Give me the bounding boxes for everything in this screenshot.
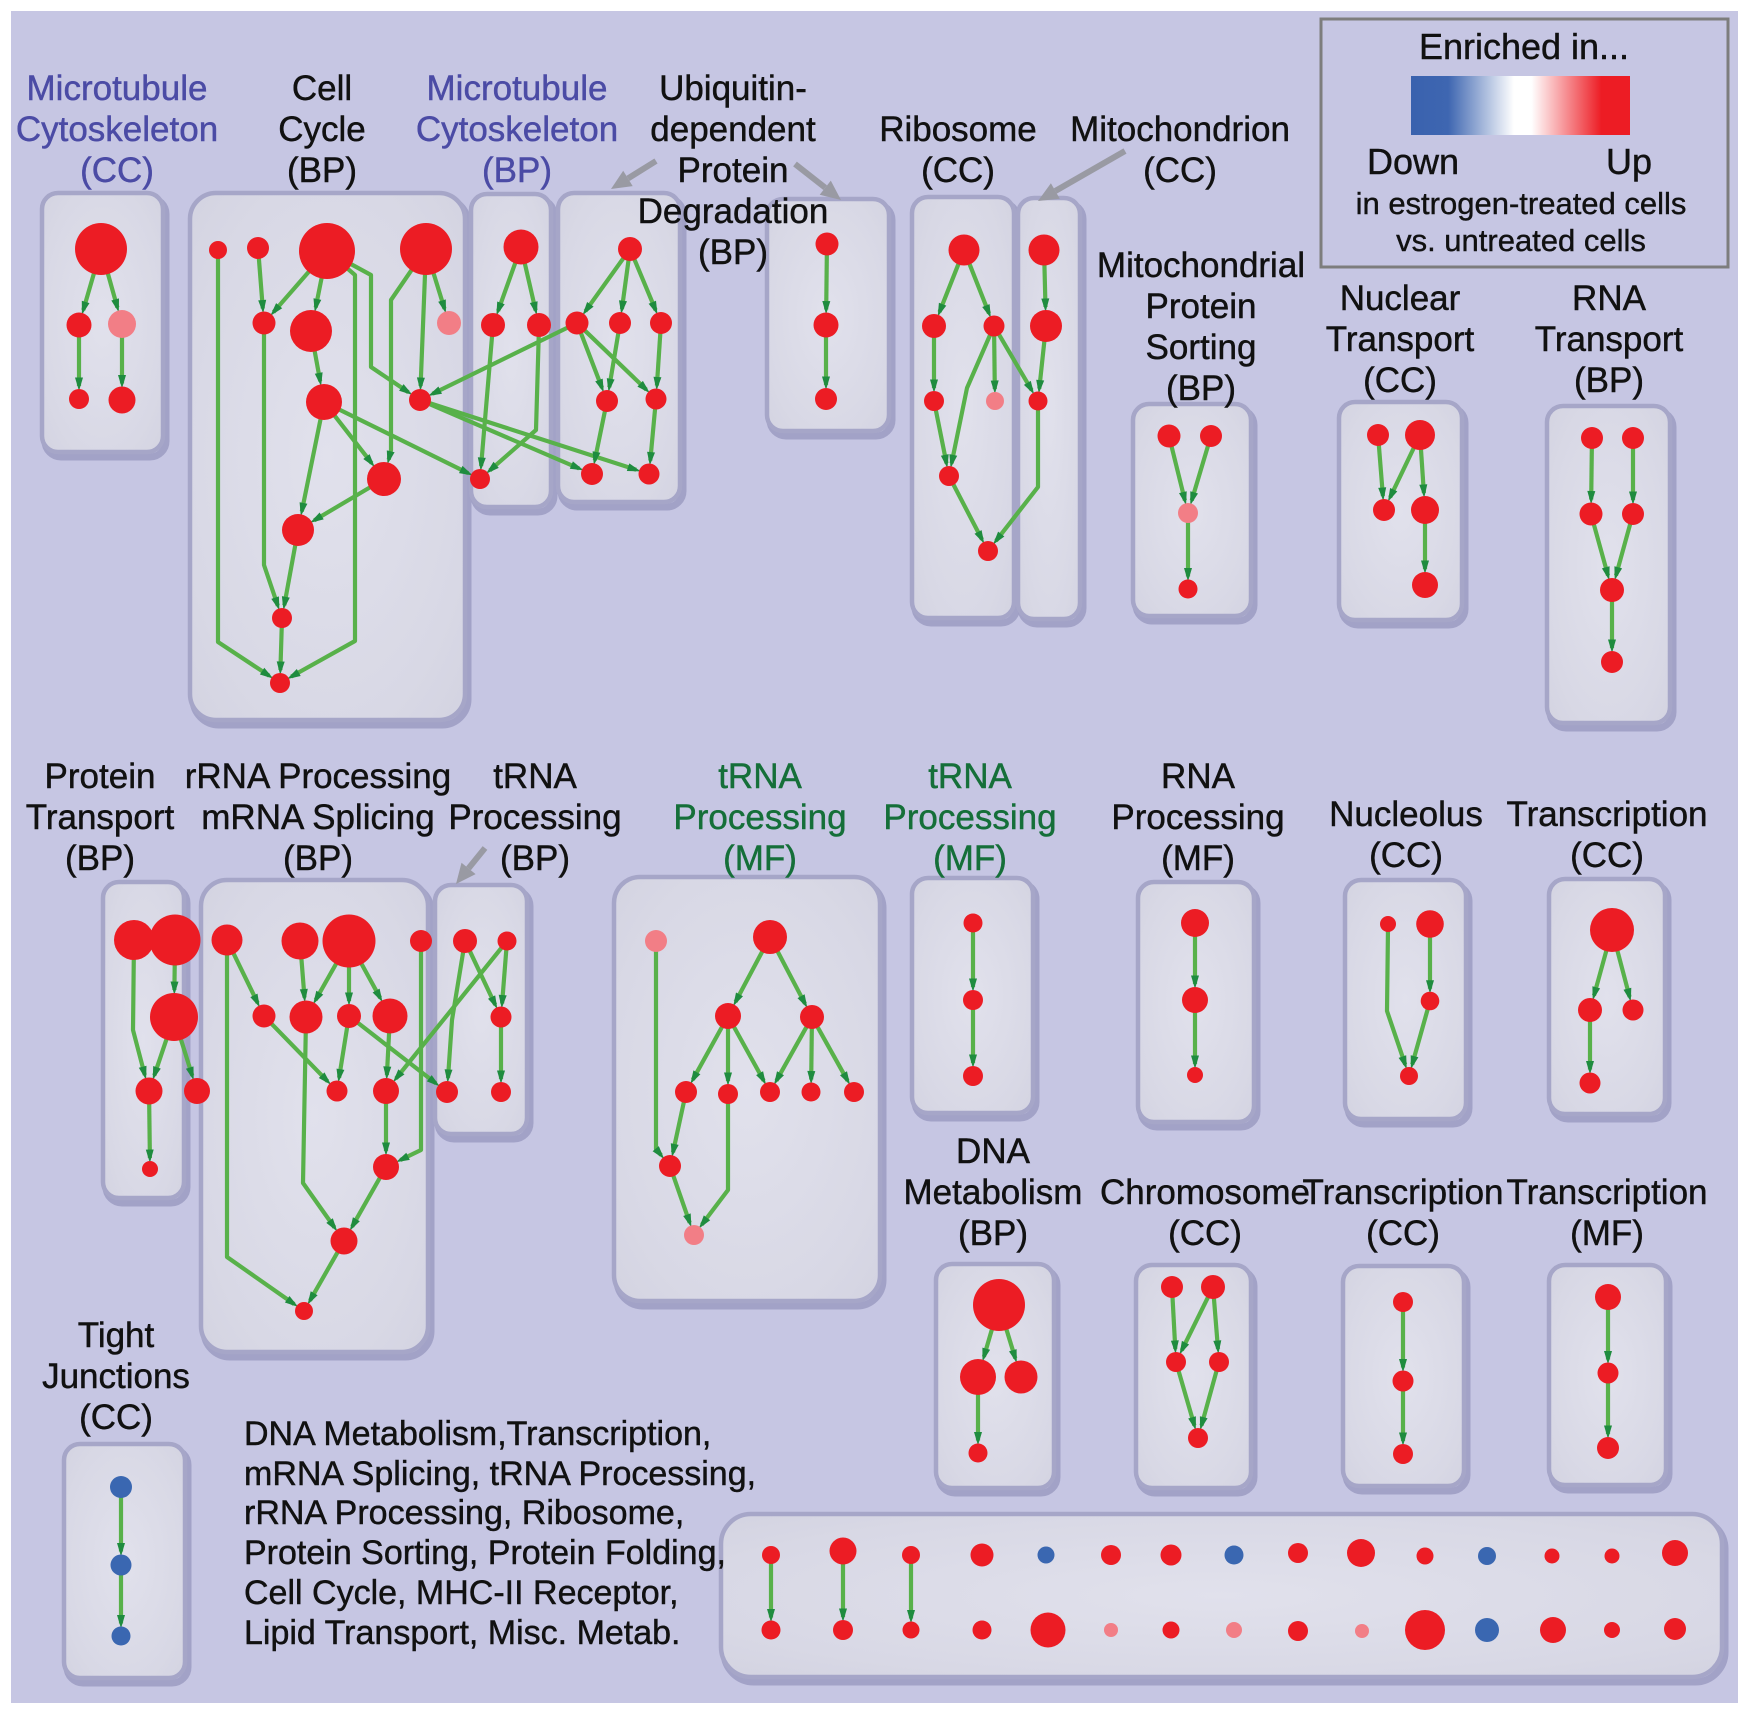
svg-text:Protein: Protein — [1146, 287, 1257, 326]
svg-text:Nucleolus: Nucleolus — [1329, 795, 1483, 834]
svg-text:Processing: Processing — [448, 798, 621, 837]
svg-text:Cycle: Cycle — [278, 110, 366, 149]
svg-text:Nuclear: Nuclear — [1340, 279, 1461, 318]
svg-text:Microtubule: Microtubule — [427, 69, 608, 108]
svg-text:Chromosome: Chromosome — [1100, 1173, 1310, 1212]
svg-text:mRNA Splicing, tRNA Processing: mRNA Splicing, tRNA Processing, — [244, 1455, 756, 1493]
svg-text:(BP): (BP) — [65, 839, 135, 878]
svg-text:(CC): (CC) — [1363, 361, 1437, 400]
svg-text:Cytoskeleton: Cytoskeleton — [416, 110, 618, 149]
svg-text:(CC): (CC) — [1570, 836, 1644, 875]
svg-text:mRNA Splicing: mRNA Splicing — [201, 798, 434, 837]
svg-text:Sorting: Sorting — [1146, 328, 1257, 367]
svg-text:Transcription: Transcription — [1303, 1173, 1504, 1212]
svg-text:(MF): (MF) — [1570, 1214, 1644, 1253]
svg-text:Cytoskeleton: Cytoskeleton — [16, 110, 218, 149]
svg-text:dependent: dependent — [650, 110, 816, 149]
svg-text:Junctions: Junctions — [42, 1357, 190, 1396]
svg-text:in estrogen-treated cells: in estrogen-treated cells — [1356, 186, 1687, 221]
svg-text:Processing: Processing — [883, 798, 1056, 837]
svg-text:Microtubule: Microtubule — [27, 69, 208, 108]
svg-text:Transport: Transport — [26, 798, 175, 837]
svg-text:Processing: Processing — [673, 798, 846, 837]
svg-text:Transcription: Transcription — [1507, 1173, 1708, 1212]
svg-text:Protein: Protein — [45, 757, 156, 796]
svg-text:Metabolism: Metabolism — [904, 1173, 1083, 1212]
svg-text:Enriched in...: Enriched in... — [1419, 26, 1629, 67]
svg-text:Mitochondrial: Mitochondrial — [1097, 246, 1305, 285]
svg-text:(BP): (BP) — [287, 151, 357, 190]
svg-text:(CC): (CC) — [1369, 836, 1443, 875]
svg-text:(CC): (CC) — [1366, 1214, 1440, 1253]
svg-text:Degradation: Degradation — [638, 192, 829, 231]
svg-text:Transport: Transport — [1535, 320, 1684, 359]
svg-text:Protein: Protein — [678, 151, 789, 190]
svg-text:Ribosome: Ribosome — [879, 110, 1037, 149]
svg-text:(MF): (MF) — [1161, 839, 1235, 878]
svg-text:(MF): (MF) — [723, 839, 797, 878]
svg-text:Ubiquitin-: Ubiquitin- — [659, 69, 807, 108]
svg-text:(CC): (CC) — [1168, 1214, 1242, 1253]
svg-text:(BP): (BP) — [482, 151, 552, 190]
svg-text:(CC): (CC) — [1143, 151, 1217, 190]
svg-text:Tight: Tight — [78, 1316, 155, 1355]
svg-text:Cell: Cell — [292, 69, 352, 108]
svg-text:rRNA Processing, Ribosome,: rRNA Processing, Ribosome, — [244, 1494, 684, 1532]
svg-text:Mitochondrion: Mitochondrion — [1070, 110, 1290, 149]
svg-text:rRNA Processing: rRNA Processing — [185, 757, 451, 796]
svg-text:Cell Cycle, MHC-II Receptor,: Cell Cycle, MHC-II Receptor, — [244, 1574, 679, 1612]
svg-text:RNA: RNA — [1161, 757, 1236, 796]
svg-text:Lipid Transport, Misc. Metab.: Lipid Transport, Misc. Metab. — [244, 1614, 681, 1652]
svg-text:Down: Down — [1367, 141, 1459, 182]
svg-text:(BP): (BP) — [283, 839, 353, 878]
svg-text:(BP): (BP) — [698, 233, 768, 272]
svg-text:Processing: Processing — [1111, 798, 1284, 837]
svg-text:(BP): (BP) — [1574, 361, 1644, 400]
svg-text:Up: Up — [1606, 141, 1652, 182]
svg-text:(CC): (CC) — [921, 151, 995, 190]
svg-text:tRNA: tRNA — [493, 757, 577, 796]
svg-text:DNA: DNA — [956, 1132, 1031, 1171]
svg-text:vs. untreated cells: vs. untreated cells — [1396, 223, 1646, 258]
svg-text:Transport: Transport — [1326, 320, 1475, 359]
svg-text:(CC): (CC) — [80, 151, 154, 190]
svg-text:DNA Metabolism,Transcription,: DNA Metabolism,Transcription, — [244, 1415, 711, 1453]
svg-text:Protein Sorting, Protein Foldi: Protein Sorting, Protein Folding, — [244, 1534, 726, 1572]
svg-text:tRNA: tRNA — [928, 757, 1012, 796]
svg-text:Transcription: Transcription — [1507, 795, 1708, 834]
svg-text:RNA: RNA — [1572, 279, 1647, 318]
svg-text:(BP): (BP) — [1166, 369, 1236, 408]
svg-text:(MF): (MF) — [933, 839, 1007, 878]
svg-text:(BP): (BP) — [500, 839, 570, 878]
svg-text:(BP): (BP) — [958, 1214, 1028, 1253]
svg-text:tRNA: tRNA — [718, 757, 802, 796]
svg-text:(CC): (CC) — [79, 1398, 153, 1437]
